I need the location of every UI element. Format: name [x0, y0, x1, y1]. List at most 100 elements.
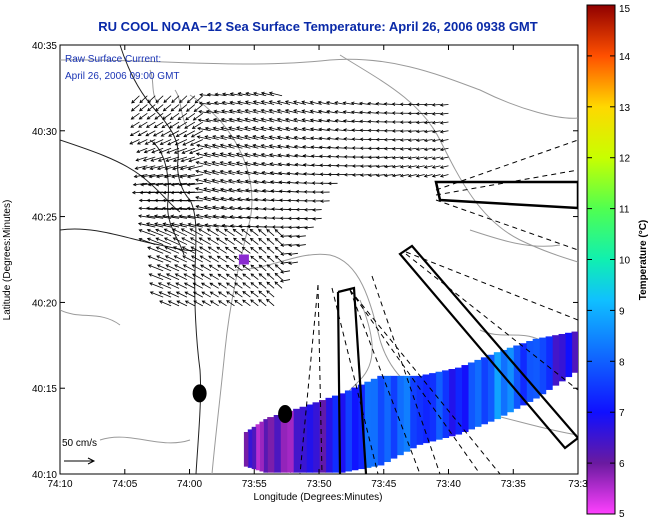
- scale-label: 50 cm/s: [62, 438, 97, 449]
- current-source-line-1: Raw Surface Current:: [65, 54, 161, 65]
- current-vector: [304, 225, 314, 230]
- current-vector: [301, 109, 314, 114]
- current-vector: [198, 110, 211, 114]
- markers: [192, 254, 293, 423]
- current-vector: [212, 214, 227, 219]
- current-vector: [145, 121, 156, 128]
- x-tick-label: 74:10: [47, 479, 72, 490]
- current-vector: [195, 213, 211, 219]
- current-vector: [207, 237, 219, 245]
- y-tick-label: 40:30: [32, 127, 57, 138]
- current-vector: [375, 173, 386, 178]
- current-vector: [280, 243, 291, 247]
- tracks: [299, 139, 578, 474]
- current-vector: [274, 264, 283, 272]
- current-vector: [225, 282, 235, 289]
- current-vector: [301, 118, 314, 123]
- current-vector: [156, 255, 172, 263]
- current-vector: [164, 165, 180, 171]
- current-vector: [258, 255, 267, 263]
- current-vector: [219, 187, 235, 193]
- current-vector: [244, 134, 259, 140]
- current-vector: [266, 255, 275, 263]
- current-vector: [234, 282, 243, 289]
- current-vector: [191, 121, 204, 129]
- current-vector: [190, 255, 203, 263]
- current-vector: [200, 273, 211, 280]
- current-vector: [220, 205, 235, 210]
- current-vector: [164, 255, 180, 263]
- current-vector: [326, 109, 338, 114]
- current-vector: [157, 156, 172, 162]
- current-vector: [129, 130, 140, 136]
- current-vector: [268, 91, 283, 97]
- x-tick-label: 73:45: [371, 479, 396, 490]
- current-vector: [181, 246, 196, 254]
- current-vector: [296, 225, 306, 230]
- current-vector: [217, 300, 227, 307]
- current-vector: [220, 196, 235, 202]
- current-vector: [228, 197, 243, 202]
- current-vector: [234, 299, 243, 307]
- current-vector: [383, 164, 394, 169]
- current-vector: [285, 126, 298, 132]
- current-vector: [431, 112, 441, 116]
- current-vector: [266, 272, 275, 280]
- current-vector: [217, 291, 227, 298]
- current-vector: [266, 228, 275, 237]
- current-vector: [176, 121, 188, 129]
- current-vector: [407, 156, 417, 160]
- current-vector: [180, 156, 195, 163]
- current-vector: [415, 147, 425, 151]
- sst-cell: [331, 395, 340, 473]
- current-vector: [242, 282, 251, 289]
- x-tick-label: 73:3: [568, 479, 588, 490]
- current-vector: [271, 207, 283, 211]
- current-vector: [195, 169, 211, 175]
- current-vector: [162, 222, 180, 228]
- y-tick-label: 40:35: [32, 41, 57, 52]
- current-vector: [431, 120, 441, 125]
- current-vector: [233, 264, 243, 272]
- current-vector: [173, 246, 188, 254]
- current-vector: [203, 214, 219, 219]
- current-vector: [194, 95, 204, 104]
- current-vector: [423, 147, 433, 152]
- current-vector: [195, 204, 211, 210]
- current-vector: [129, 139, 140, 145]
- current-vector: [250, 299, 259, 307]
- current-vector: [161, 121, 172, 129]
- current-vector: [155, 228, 172, 237]
- current-vector: [225, 255, 235, 263]
- x-tick-label: 73:35: [501, 479, 526, 490]
- current-vector: [235, 152, 251, 158]
- sst-cell: [409, 375, 417, 449]
- current-vector: [224, 246, 235, 254]
- current-vector: [284, 117, 299, 123]
- current-vector: [266, 246, 275, 254]
- current-vector: [399, 138, 409, 142]
- current-vector: [439, 129, 449, 134]
- current-vector: [195, 223, 211, 228]
- current-vector: [235, 161, 251, 167]
- current-vector: [228, 126, 243, 132]
- current-vector: [301, 136, 314, 140]
- current-vector: [367, 110, 378, 115]
- current-vector: [383, 111, 394, 115]
- colorbar-tick-label: 7: [619, 408, 625, 419]
- current-vector: [244, 170, 259, 175]
- current-vector: [439, 165, 449, 169]
- current-vector: [179, 222, 195, 228]
- current-vector: [326, 118, 338, 123]
- sst-cell: [526, 341, 534, 402]
- current-vector: [186, 95, 196, 104]
- current-vector: [312, 217, 322, 221]
- current-vector: [415, 129, 425, 134]
- current-vector: [261, 170, 275, 175]
- current-vector: [147, 264, 164, 272]
- current-vector: [269, 162, 283, 167]
- current-vector: [358, 101, 370, 106]
- current-vector: [170, 222, 188, 228]
- current-vector: [138, 214, 156, 219]
